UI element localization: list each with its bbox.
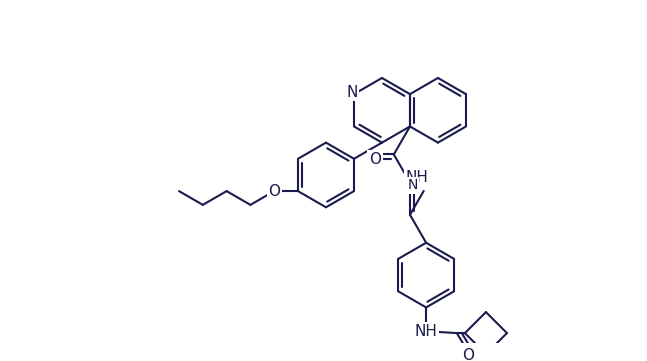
Text: N: N bbox=[408, 178, 418, 192]
Text: O: O bbox=[463, 348, 474, 361]
Text: NH: NH bbox=[405, 170, 428, 185]
Text: NH: NH bbox=[415, 324, 437, 339]
Text: O: O bbox=[269, 184, 280, 199]
Text: O: O bbox=[369, 152, 381, 167]
Text: N: N bbox=[346, 85, 358, 100]
